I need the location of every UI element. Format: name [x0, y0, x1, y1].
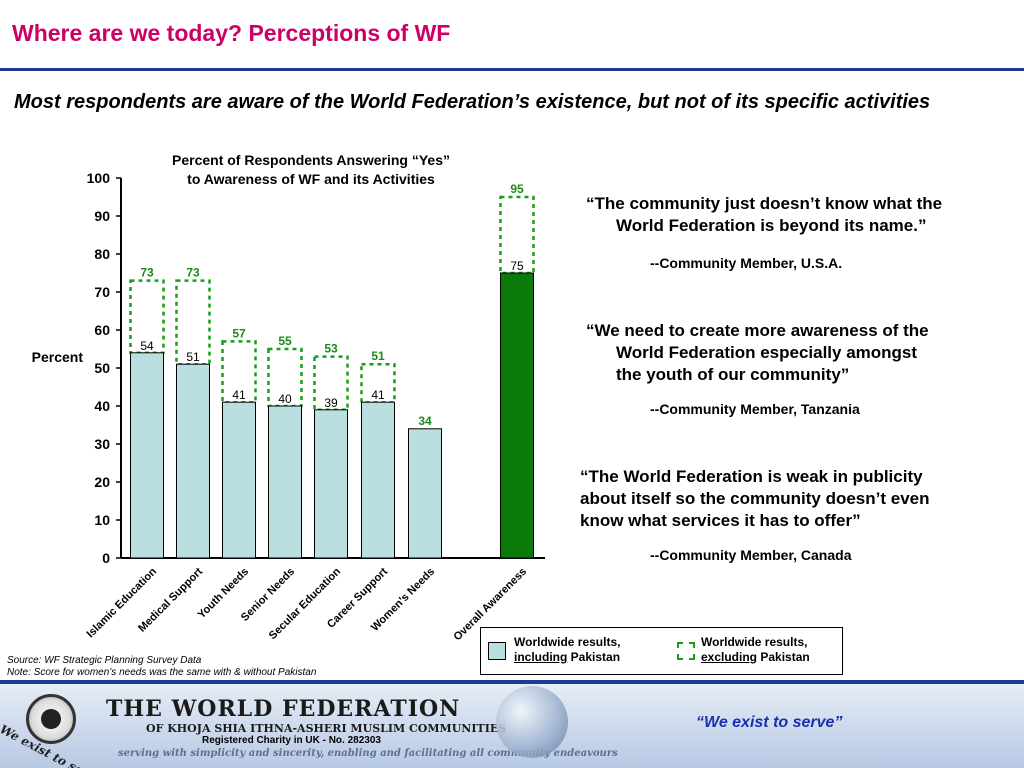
legend-label-line: including Pakistan	[514, 650, 620, 665]
data-label-including: 51	[186, 350, 200, 364]
quote-canada: “The World Federation is weak in publici…	[580, 466, 930, 532]
legend-emphasis: excluding	[701, 650, 758, 664]
bar-excluding-pakistan	[313, 355, 349, 412]
note-text: Note: Score for women’s needs was the sa…	[7, 667, 317, 678]
quote-line: about itself so the community doesn’t ev…	[580, 489, 930, 508]
quote-line: World Federation especially amongst	[616, 343, 918, 362]
bar-including-pakistan	[130, 352, 164, 559]
quote-tanzania: “We need to create more awareness of the…	[586, 320, 929, 386]
y-tick-label: 0	[102, 550, 110, 566]
awareness-bar-chart: 0102030405060708090100Percent5473Islamic…	[32, 170, 545, 643]
bar-including-pakistan	[222, 401, 256, 559]
legend-rest: Pakistan	[757, 650, 810, 664]
bar-including-pakistan	[268, 405, 302, 559]
bar-excluding-pakistan	[221, 340, 257, 404]
y-axis-label: Percent	[32, 349, 84, 365]
y-tick-label: 10	[94, 512, 110, 528]
data-label-including: 41	[232, 388, 246, 402]
data-label-excluding: 95	[510, 182, 524, 196]
legend-rest: Pakistan	[567, 650, 621, 664]
data-label-excluding: 57	[232, 326, 246, 340]
quote-line: “The community just doesn’t know what th…	[586, 194, 943, 213]
attribution-canada: --Community Member, Canada	[650, 547, 852, 563]
headline: Most respondents are aware of the World …	[14, 91, 931, 113]
legend-label-line: excluding Pakistan	[701, 650, 810, 665]
attribution-tanzania: --Community Member, Tanzania	[650, 401, 860, 417]
data-label-excluding: 55	[278, 334, 292, 348]
bar-excluding-pakistan	[175, 279, 211, 366]
federation-seal-icon	[26, 694, 76, 744]
attribution-usa: --Community Member, U.S.A.	[650, 255, 843, 271]
slide-title: Where are we today? Perceptions of WF	[12, 20, 451, 46]
data-label-excluding: 73	[140, 266, 154, 280]
footer-banner: We exist to serve THE WORLD FEDERATION O…	[0, 680, 1024, 768]
y-tick-label: 20	[94, 474, 110, 490]
data-label-excluding: 51	[371, 349, 385, 363]
data-label-excluding: 34	[418, 414, 432, 428]
y-tick-label: 90	[94, 208, 110, 224]
bar-including-pakistan	[314, 409, 348, 559]
chart-title: Percent of Respondents Answering “Yes” t…	[130, 151, 492, 189]
bar-including-pakistan	[176, 363, 210, 559]
bar-excluding-pakistan	[360, 362, 396, 404]
source-text: Source: WF Strategic Planning Survey Dat…	[7, 655, 202, 666]
legend-swatch-including	[488, 642, 506, 660]
legend-label-including: Worldwide results, including Pakistan	[514, 635, 620, 665]
quote-line: know what services it has to offer”	[580, 511, 861, 530]
legend-label-line: Worldwide results,	[514, 635, 621, 649]
y-tick-label: 70	[94, 284, 110, 300]
org-subtitle: OF KHOJA SHIA ITHNA-ASHERI MUSLIM COMMUN…	[146, 722, 507, 735]
quote-usa: “The community just doesn’t know what th…	[586, 193, 942, 237]
quote-line: “The World Federation is weak in publici…	[580, 467, 923, 486]
footer-tagline: serving with simplicity and sincerity, e…	[118, 748, 618, 759]
legend-label-excluding: Worldwide results, excluding Pakistan	[701, 635, 810, 665]
y-tick-label: 40	[94, 398, 110, 414]
quote-line: the youth of our community”	[616, 365, 850, 384]
y-tick-label: 100	[87, 170, 111, 186]
source-notes: Source: WF Strategic Planning Survey Dat…	[7, 655, 316, 679]
charity-number: Registered Charity in UK - No. 282303	[202, 735, 381, 746]
legend-emphasis: including	[514, 650, 568, 664]
footer-slogan: “We exist to serve”	[696, 714, 843, 731]
data-label-including: 41	[371, 388, 385, 402]
bar-including-pakistan	[408, 428, 442, 559]
chart-title-line-2: to Awareness of WF and its Activities	[187, 171, 435, 187]
y-tick-label: 80	[94, 246, 110, 262]
data-label-excluding: 53	[324, 342, 338, 356]
y-tick-label: 30	[94, 436, 110, 452]
title-divider	[0, 68, 1024, 71]
bar-including-pakistan	[361, 401, 395, 559]
legend-label-line: Worldwide results,	[701, 635, 808, 649]
legend-swatch-excluding	[677, 642, 695, 660]
org-name: THE WORLD FEDERATION	[106, 696, 461, 722]
y-tick-label: 50	[94, 360, 110, 376]
quote-line: “We need to create more awareness of the	[586, 321, 929, 340]
data-label-including: 54	[140, 339, 154, 353]
bar-including-pakistan	[500, 272, 534, 559]
footer-divider	[0, 680, 1024, 684]
data-label-including: 75	[510, 259, 524, 273]
data-label-including: 39	[324, 396, 338, 410]
data-label-excluding: 73	[186, 266, 200, 280]
seal-center	[41, 709, 61, 729]
quote-line: World Federation is beyond its name.”	[616, 216, 927, 235]
chart-legend: Worldwide results, including Pakistan Wo…	[480, 627, 843, 675]
bar-excluding-pakistan	[499, 195, 535, 275]
y-tick-label: 60	[94, 322, 110, 338]
data-label-including: 40	[278, 392, 292, 406]
chart-title-line-1: Percent of Respondents Answering “Yes”	[172, 152, 450, 168]
globe-icon	[496, 686, 568, 758]
